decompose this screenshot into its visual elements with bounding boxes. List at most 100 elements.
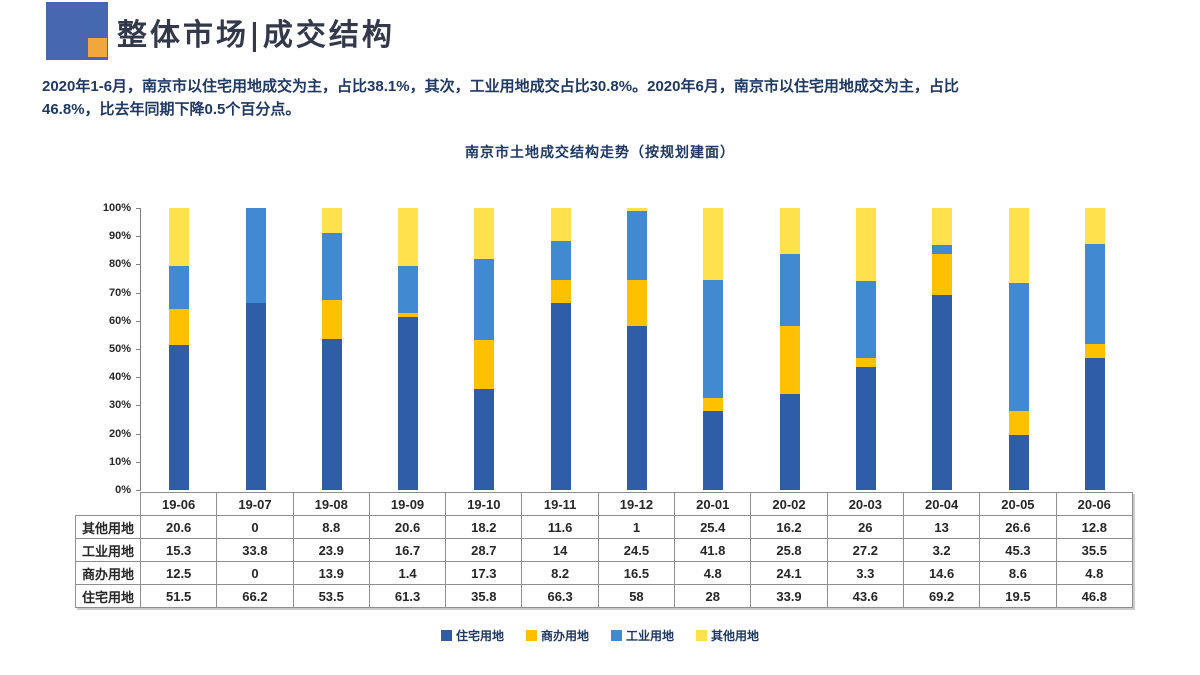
table-cell: 26 — [826, 515, 904, 539]
table-cell: 43.6 — [826, 584, 904, 608]
bar-segment-residential — [245, 303, 266, 490]
legend-label: 住宅用地 — [455, 629, 504, 643]
bar-segment-commercial — [550, 280, 571, 304]
table-cell: 12.8 — [1055, 515, 1134, 539]
table-cell: 14.6 — [902, 561, 981, 585]
table-cell: 51.5 — [139, 584, 218, 608]
table-header-cell: 19-06 — [139, 492, 218, 516]
table-cell: 23.9 — [292, 538, 370, 562]
logo-orange-square — [88, 38, 107, 57]
bar-column — [245, 208, 266, 490]
table-cell: 0 — [216, 561, 294, 585]
legend-item: 商办用地 — [525, 627, 589, 644]
table-cell: 66.2 — [216, 584, 294, 608]
table-cell: 33.9 — [750, 584, 828, 608]
bar-segment-other — [703, 208, 724, 280]
bar-segment-residential — [779, 394, 800, 490]
y-axis-tick-label: 80% — [108, 258, 131, 271]
y-axis-tick — [136, 292, 140, 294]
table-cell: 25.4 — [674, 515, 752, 539]
table-cell: 46.8 — [1055, 584, 1134, 608]
legend-item: 其他用地 — [696, 627, 759, 644]
bar-segment-industrial — [703, 279, 724, 398]
bar-column — [550, 208, 571, 490]
bar-segment-residential — [1084, 357, 1105, 490]
bar-segment-industrial — [321, 232, 342, 301]
table-cell: 4.8 — [674, 561, 752, 585]
table-cell: 27.2 — [826, 538, 904, 562]
chart-title: 南京市土地成交结构走势（按规划建面） — [465, 144, 735, 160]
table-cell: 11.6 — [521, 515, 599, 539]
bar-segment-residential — [932, 294, 953, 490]
bar-segment-other — [550, 208, 571, 241]
y-axis-tick — [136, 377, 140, 379]
bar-column — [932, 208, 953, 490]
bar-segment-residential — [1008, 435, 1029, 490]
table-header-cell: 19-08 — [292, 492, 370, 516]
table-cell: 8.6 — [979, 561, 1057, 585]
table-cell: 35.8 — [445, 584, 523, 608]
summary-text: 2020年1-6月，南京市以住宅用地成交为主，占比38.1%，其次，工业用地成交… — [42, 76, 1172, 121]
bar-segment-residential — [321, 339, 342, 490]
table-cell: 3.2 — [902, 538, 981, 562]
table-row-commercial: 商办用地 12.5 0 13.9 1.4 17.3 8.2 16.5 4.8 24.1 3.3 14.… — [75, 561, 1134, 585]
table-cell: 15.3 — [139, 538, 218, 562]
legend-key-swatch — [525, 630, 537, 641]
y-axis: 100% 90% 80% 70% 60% 50% 40% 30% 20% 10% 0% — [85, 200, 140, 500]
table-header-cell: 20-01 — [674, 492, 752, 516]
legend-key-swatch — [696, 630, 708, 641]
bar-column — [398, 208, 419, 490]
bar-column — [169, 208, 190, 490]
table-row-label: 其他用地 — [75, 515, 141, 539]
bar-segment-residential — [169, 344, 190, 490]
table-cell: 26.6 — [979, 515, 1057, 539]
bar-segment-commercial — [474, 340, 495, 390]
table-cell: 24.5 — [597, 538, 676, 562]
bar-segment-industrial — [474, 259, 495, 341]
legend-item: 工业用地 — [611, 627, 674, 644]
bar-segment-commercial — [627, 279, 647, 327]
table-row-label: 商办用地 — [75, 561, 141, 585]
table-header-cell: 20-04 — [902, 492, 981, 516]
bar-segment-industrial — [550, 240, 571, 281]
bar-column — [1008, 208, 1029, 490]
table-cell: 3.3 — [826, 561, 904, 585]
y-axis-tick — [136, 208, 140, 209]
bar-segment-commercial — [1008, 410, 1029, 436]
y-axis-tick-label: 90% — [108, 230, 131, 243]
table-cell: 35.5 — [1055, 538, 1134, 562]
table-cell: 19.5 — [979, 584, 1057, 608]
bar-segment-industrial — [1008, 283, 1029, 411]
table-cell: 45.3 — [979, 538, 1057, 562]
bar-segment-industrial — [245, 208, 266, 304]
bar-segment-commercial — [398, 313, 419, 318]
table-header-cell: 20-02 — [750, 492, 828, 516]
bar-segment-commercial — [779, 326, 800, 395]
bar-segment-commercial — [321, 300, 342, 340]
table-cell: 16.5 — [597, 561, 676, 585]
table-corner-cell — [76, 493, 141, 516]
bar-column — [855, 208, 876, 490]
table-cell: 8.8 — [292, 515, 370, 539]
bar-segment-industrial — [627, 210, 647, 280]
table-cell: 0 — [216, 515, 294, 539]
legend-label: 工业用地 — [626, 629, 675, 643]
y-axis-tick — [136, 490, 140, 491]
table-cell: 28 — [674, 584, 752, 608]
table-cell: 18.2 — [445, 515, 523, 539]
bar-column — [1084, 208, 1105, 490]
bar-segment-commercial — [1084, 344, 1105, 358]
y-axis-tick — [136, 236, 140, 238]
table-cell: 33.8 — [216, 538, 294, 562]
table-row-label: 住宅用地 — [75, 584, 141, 608]
y-axis-tick-label: 30% — [108, 399, 131, 412]
table-cell: 14 — [521, 538, 599, 562]
bar-column — [703, 208, 724, 490]
bar-segment-other — [932, 208, 953, 245]
bar-segment-residential — [398, 317, 419, 490]
y-axis-tick-label: 50% — [108, 343, 131, 355]
table-cell: 4.8 — [1055, 561, 1134, 585]
table-cell: 1 — [597, 515, 676, 539]
table-cell: 28.7 — [445, 538, 523, 562]
